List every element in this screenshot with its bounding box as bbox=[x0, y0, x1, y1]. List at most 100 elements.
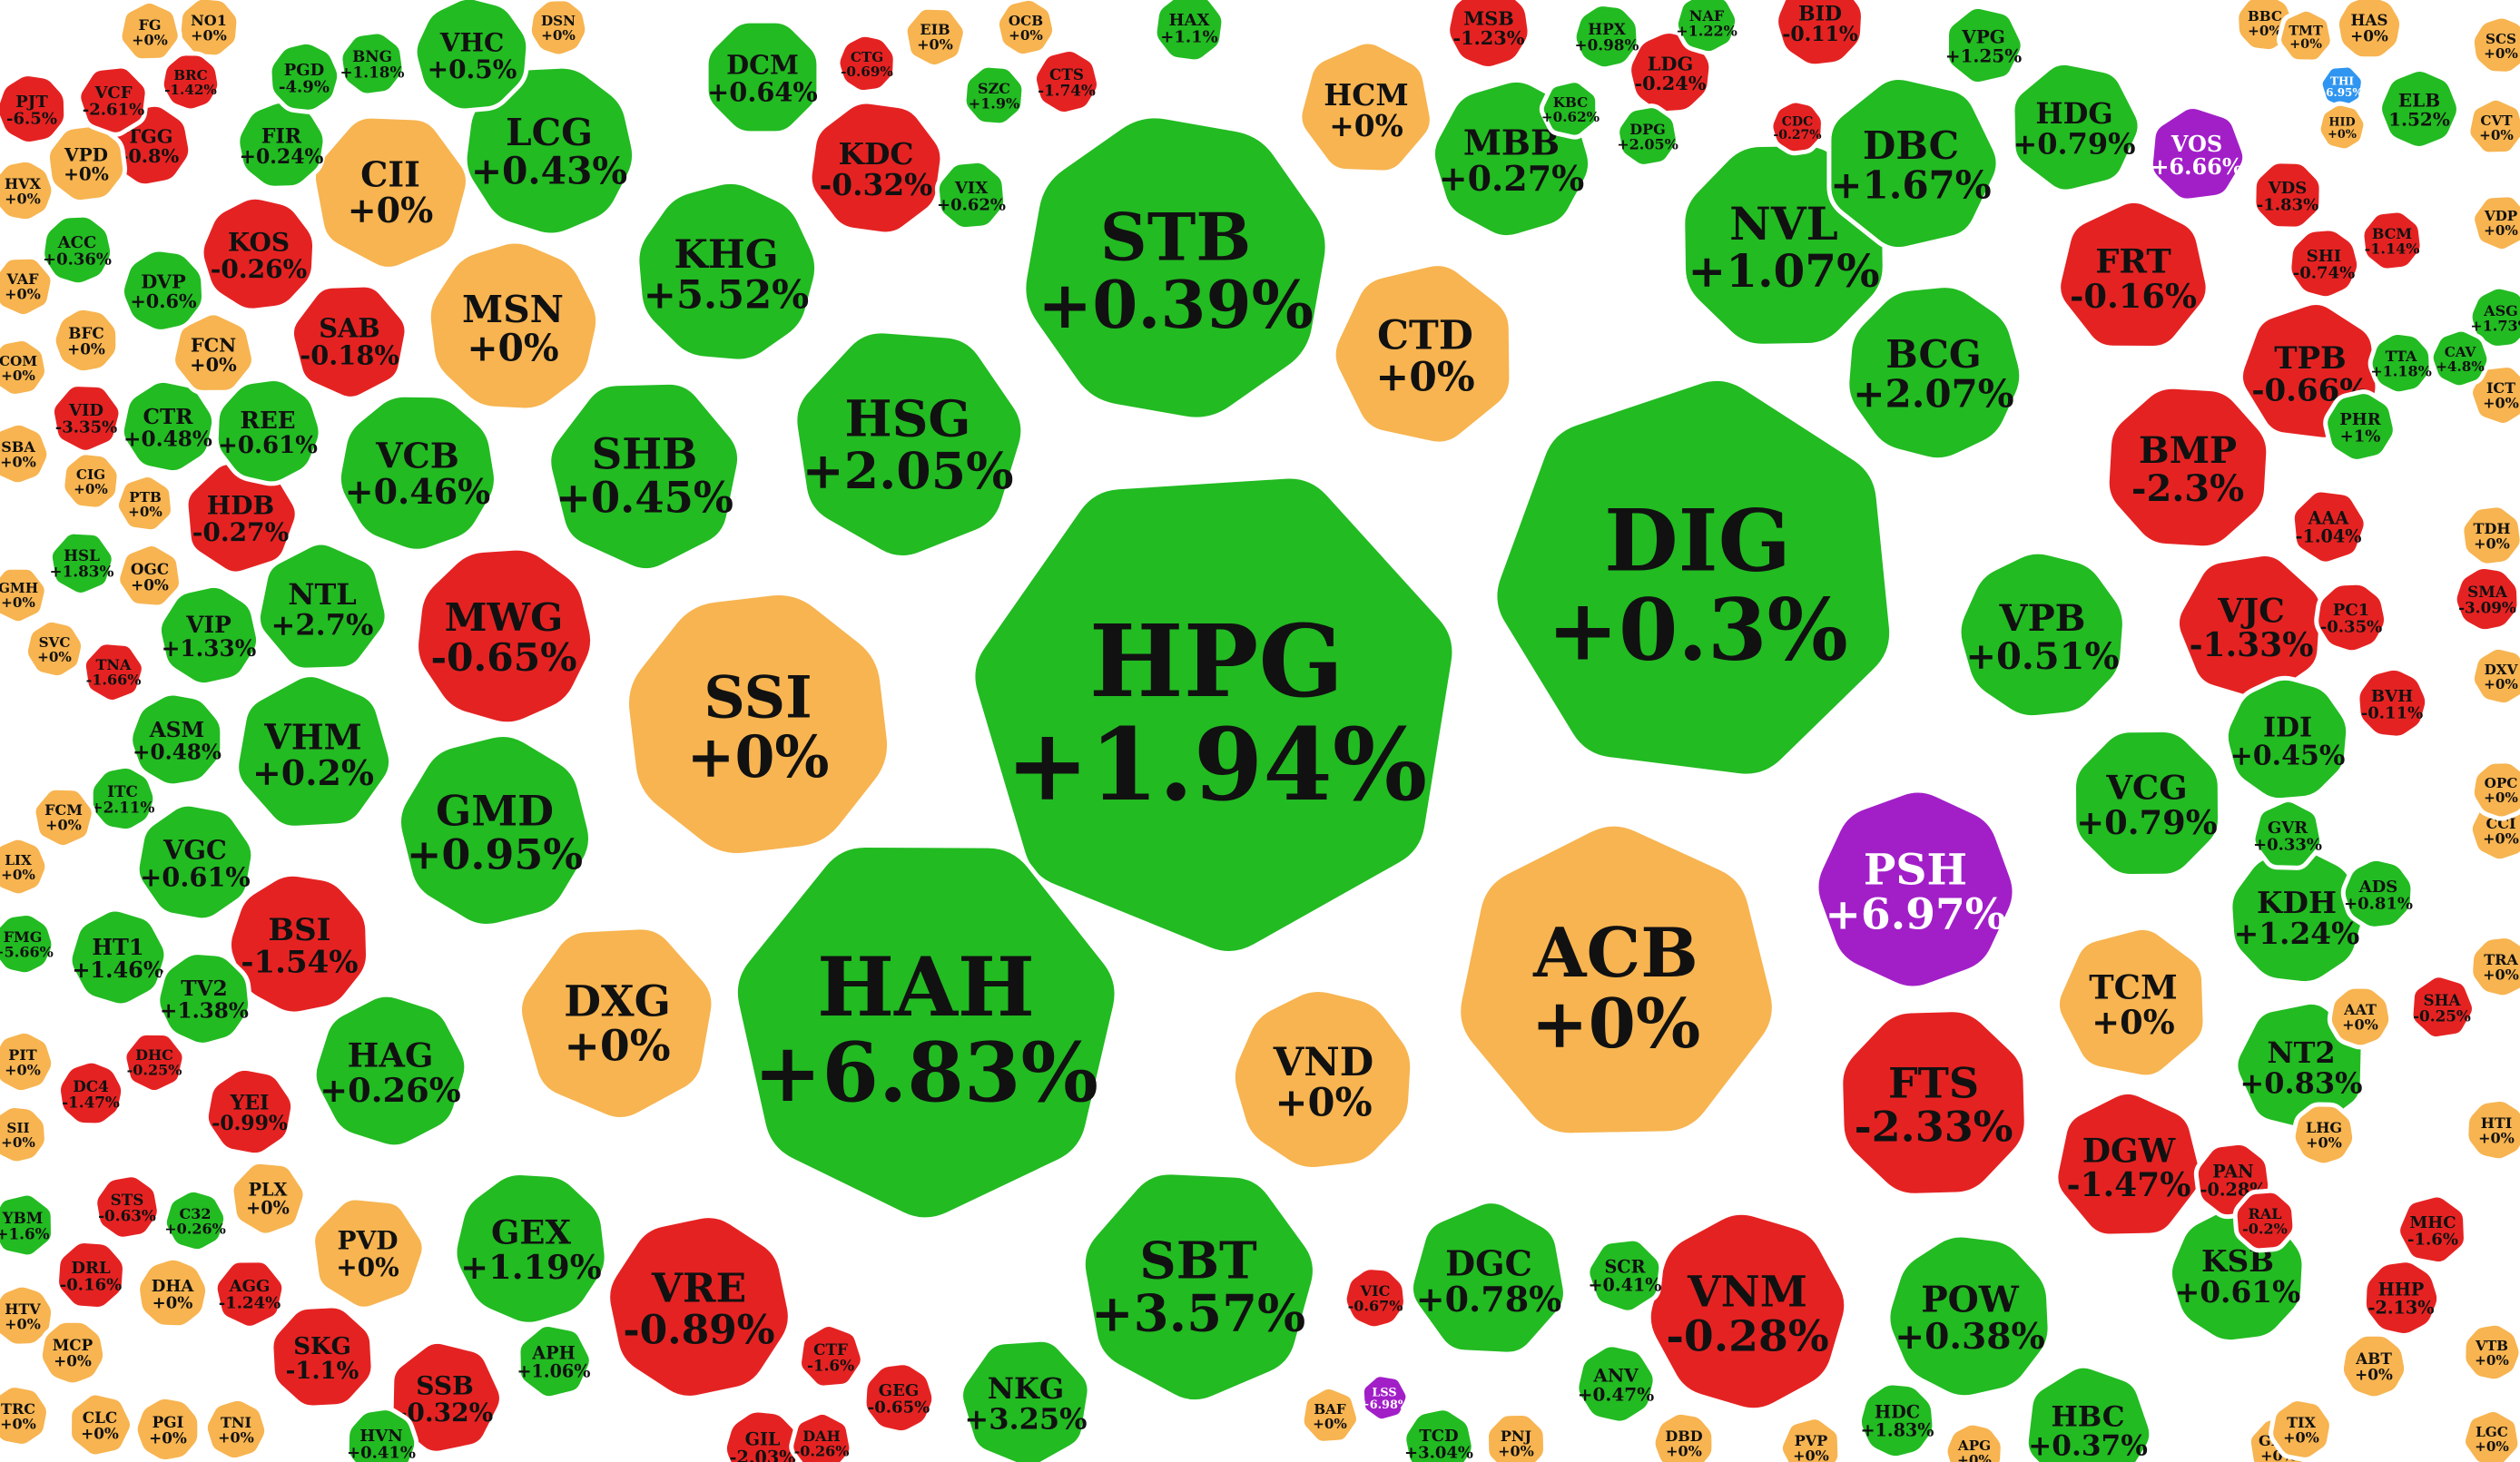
cell-cig[interactable]: CIG+0% bbox=[60, 450, 122, 512]
cell-shape-mhc[interactable] bbox=[2396, 1192, 2468, 1267]
cell-pvd[interactable]: PVD+0% bbox=[310, 1195, 427, 1311]
cell-shape-c32[interactable] bbox=[162, 1187, 229, 1254]
cell-mwg[interactable]: MWG-0.65% bbox=[414, 545, 596, 727]
cell-shape-vcb[interactable] bbox=[336, 392, 498, 554]
cell-agg[interactable]: AGG-1.24% bbox=[212, 1258, 287, 1330]
cell-ctf[interactable]: CTF-1.6% bbox=[797, 1322, 865, 1390]
cell-shape-bvh[interactable] bbox=[2355, 665, 2430, 741]
cell-shape-bcm[interactable] bbox=[2359, 208, 2425, 273]
cell-shape-lgc[interactable] bbox=[2461, 1407, 2520, 1462]
cell-apg[interactable]: APG+0% bbox=[1943, 1420, 2005, 1462]
cell-naf[interactable]: NAF+1.22% bbox=[1673, 0, 1740, 56]
cell-ssi[interactable]: SSI+0% bbox=[624, 590, 892, 859]
cell-shape-idi[interactable] bbox=[2223, 675, 2351, 803]
cell-scr[interactable]: SCR+0.41% bbox=[1585, 1236, 1664, 1315]
cell-eib[interactable]: EIB+0% bbox=[902, 5, 968, 70]
cell-shape-pc1[interactable] bbox=[2314, 580, 2389, 655]
cell-ral[interactable]: RAL-0.2% bbox=[2232, 1188, 2298, 1253]
cell-shape-ict[interactable] bbox=[2467, 363, 2520, 427]
cell-svc[interactable]: SVC+0% bbox=[23, 617, 86, 681]
cell-shape-msb[interactable] bbox=[1445, 0, 1532, 72]
cell-ctg[interactable]: CTG-0.69% bbox=[835, 32, 898, 95]
cell-shape-dgc[interactable] bbox=[1408, 1199, 1568, 1357]
cell-shape-dhc[interactable] bbox=[122, 1030, 187, 1095]
cell-tcd[interactable]: TCD+3.04% bbox=[1402, 1406, 1476, 1462]
cell-shape-skg[interactable] bbox=[269, 1303, 376, 1410]
cell-clc[interactable]: CLC+0% bbox=[67, 1390, 135, 1459]
cell-mhc[interactable]: MHC-1.6% bbox=[2396, 1192, 2468, 1267]
cell-shape-aph[interactable] bbox=[516, 1322, 594, 1401]
cell-trc[interactable]: TRC+0% bbox=[0, 1383, 51, 1448]
cell-plx[interactable]: PLX+0% bbox=[229, 1159, 308, 1238]
cell-shape-vre[interactable] bbox=[605, 1213, 792, 1400]
cell-shape-pvp[interactable] bbox=[1777, 1415, 1843, 1462]
cell-gmd[interactable]: GMD+0.95% bbox=[397, 732, 593, 928]
cell-fir[interactable]: FIR+0.24% bbox=[235, 99, 328, 191]
cell-shape-hdg[interactable] bbox=[2010, 60, 2142, 194]
cell-shape-pgd[interactable] bbox=[267, 39, 342, 114]
cell-shape-pit[interactable] bbox=[0, 1028, 56, 1095]
cell-bid[interactable]: BID-0.11% bbox=[1774, 0, 1865, 69]
cell-pit[interactable]: PIT+0% bbox=[0, 1028, 56, 1095]
cell-shape-ads[interactable] bbox=[2340, 856, 2416, 931]
cell-shape-tni[interactable] bbox=[202, 1396, 270, 1462]
cell-shape-anv[interactable] bbox=[1574, 1342, 1658, 1426]
cell-shape-sba[interactable] bbox=[0, 420, 52, 487]
cell-shape-brc[interactable] bbox=[159, 51, 222, 113]
cell-hpg[interactable]: HPG+1.94% bbox=[970, 474, 1457, 956]
cell-ict[interactable]: ICT+0% bbox=[2467, 363, 2520, 427]
cell-shape-vds[interactable] bbox=[2251, 159, 2324, 231]
cell-pvp[interactable]: PVP+0% bbox=[1777, 1415, 1843, 1462]
cell-shape-hpg[interactable] bbox=[970, 474, 1457, 956]
cell-shape-mcp[interactable] bbox=[37, 1318, 108, 1388]
cell-geg[interactable]: GEG-0.65% bbox=[861, 1360, 937, 1436]
cell-khg[interactable]: KHG+5.52% bbox=[635, 179, 820, 364]
cell-shb[interactable]: SHB+0.45% bbox=[546, 379, 743, 574]
cell-pow[interactable]: POW+0.38% bbox=[1885, 1232, 2052, 1400]
cell-shape-szc[interactable] bbox=[961, 63, 1027, 128]
cell-pjt[interactable]: PJT-6.5% bbox=[0, 72, 69, 146]
cell-dpg[interactable]: DPG+2.05% bbox=[1615, 103, 1680, 169]
cell-shape-ht1[interactable] bbox=[67, 907, 169, 1008]
cell-vix[interactable]: VIX+0.62% bbox=[934, 158, 1009, 232]
cell-frt[interactable]: FRT-0.16% bbox=[2056, 198, 2210, 351]
cell-shape-cdc[interactable] bbox=[1768, 98, 1826, 156]
cell-psh[interactable]: PSH+6.97% bbox=[1814, 788, 2017, 991]
cell-hcm[interactable]: HCM+0% bbox=[1297, 39, 1434, 175]
cell-bcm[interactable]: BCM-1.14% bbox=[2359, 208, 2425, 273]
cell-shape-plx[interactable] bbox=[229, 1159, 308, 1238]
cell-shape-cvt[interactable] bbox=[2466, 95, 2520, 157]
cell-dhc[interactable]: DHC-0.25% bbox=[122, 1030, 187, 1095]
cell-dc4[interactable]: DC4-1.47% bbox=[56, 1058, 126, 1128]
cell-hbc[interactable]: HBC+0.37% bbox=[2023, 1363, 2154, 1462]
cell-lgc[interactable]: LGC+0% bbox=[2461, 1407, 2520, 1462]
cell-shape-bmp[interactable] bbox=[2104, 384, 2271, 551]
cell-shape-elb[interactable] bbox=[2377, 67, 2461, 151]
cell-shape-baf[interactable] bbox=[1299, 1384, 1361, 1446]
cell-shape-dpg[interactable] bbox=[1615, 103, 1680, 169]
cell-shape-tna[interactable] bbox=[81, 640, 146, 705]
cell-shape-sts[interactable] bbox=[93, 1173, 162, 1241]
cell-shape-vgc[interactable] bbox=[134, 801, 256, 923]
cell-vhc[interactable]: VHC+0.5% bbox=[412, 0, 531, 113]
cell-skg[interactable]: SKG-1.1% bbox=[269, 1303, 376, 1410]
cell-kbc[interactable]: KBC+0.62% bbox=[1539, 78, 1600, 140]
cell-tta[interactable]: TTA+1.18% bbox=[2367, 329, 2434, 397]
cell-shape-dig[interactable] bbox=[1492, 376, 1895, 779]
cell-vnm[interactable]: VNM-0.28% bbox=[1646, 1210, 1849, 1413]
cell-shape-dgw[interactable] bbox=[2053, 1089, 2205, 1239]
cell-cts[interactable]: CTS-1.74% bbox=[1032, 47, 1101, 116]
cell-shape-ctr[interactable] bbox=[119, 378, 217, 476]
cell-shape-hpx[interactable] bbox=[1571, 2, 1641, 72]
cell-vpg[interactable]: VPG+1.25% bbox=[1944, 4, 2025, 87]
cell-sha[interactable]: SHA-0.25% bbox=[2408, 973, 2476, 1042]
cell-shape-vpg[interactable] bbox=[1944, 4, 2025, 87]
cell-hti[interactable]: HTI+0% bbox=[2464, 1097, 2520, 1163]
cell-shape-tix[interactable] bbox=[2269, 1397, 2334, 1462]
cell-aat[interactable]: AAT+0% bbox=[2327, 984, 2394, 1050]
cell-shape-ctg[interactable] bbox=[835, 32, 898, 95]
cell-cii[interactable]: CII+0% bbox=[310, 113, 470, 271]
cell-bvh[interactable]: BVH-0.11% bbox=[2355, 665, 2430, 741]
cell-anv[interactable]: ANV+0.47% bbox=[1574, 1342, 1658, 1426]
cell-shape-tta[interactable] bbox=[2367, 329, 2434, 397]
